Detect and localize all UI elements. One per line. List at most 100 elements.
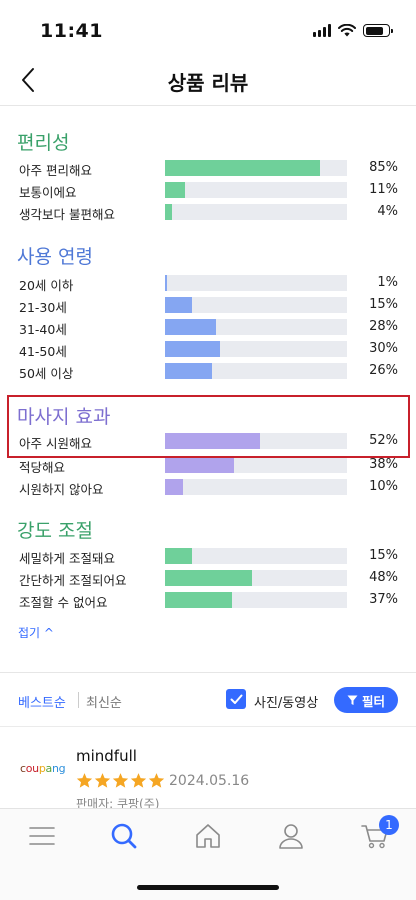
bar-track (165, 433, 347, 449)
row-label: 보통이에요 (19, 185, 77, 200)
section-title-convenience: 편리성 (17, 132, 70, 154)
section-title-intensity: 강도 조절 (17, 520, 93, 542)
check-icon (230, 694, 242, 704)
survey-row: 아주 시원해요 52% (0, 430, 416, 452)
bar-fill (165, 297, 193, 313)
bar-track (165, 160, 347, 176)
home-icon (196, 824, 220, 848)
star-icon (112, 773, 129, 788)
star-icon (148, 773, 165, 788)
photo-video-label[interactable]: 사진/동영상 (254, 696, 319, 711)
page-title: 상품 리뷰 (167, 71, 249, 95)
cart-badge: 1 (379, 815, 399, 835)
tab-cart[interactable]: 1 (357, 815, 399, 851)
row-label: 적당해요 (19, 460, 66, 475)
survey-row: 31-40세 28% (0, 316, 416, 338)
row-label: 조절할 수 없어요 (19, 595, 108, 610)
bar-fill (165, 341, 220, 357)
review-date: 2024.05.16 (169, 773, 250, 789)
survey-row: 보통이에요 11% (0, 179, 416, 201)
bar-fill (165, 433, 260, 449)
star-icon (94, 773, 111, 788)
row-percent: 37% (369, 592, 398, 607)
tab-search[interactable] (106, 821, 142, 851)
sort-best-button[interactable]: 베스트순 (18, 696, 66, 711)
status-icons (313, 24, 393, 37)
tab-home[interactable] (190, 821, 226, 851)
row-percent: 48% (369, 570, 398, 585)
battery-icon (363, 24, 393, 37)
row-label: 간단하게 조절되어요 (19, 573, 127, 588)
row-label: 시원하지 않아요 (19, 482, 104, 497)
bar-track (165, 570, 347, 586)
survey-row: 시원하지 않아요 10% (0, 476, 416, 498)
filter-button[interactable]: 필터 (334, 687, 398, 713)
bar-track (165, 204, 347, 220)
sort-separator (78, 692, 79, 708)
status-bar: 11:41 (0, 0, 416, 56)
wifi-icon (338, 24, 356, 37)
bar-fill (165, 363, 213, 379)
bar-track (165, 592, 347, 608)
bar-fill (165, 479, 184, 495)
bar-track (165, 297, 347, 313)
bar-track (165, 548, 347, 564)
reviewer-name: mindfull (76, 747, 137, 765)
row-percent: 38% (369, 457, 398, 472)
back-button[interactable] (14, 64, 42, 96)
row-percent: 15% (369, 297, 398, 312)
funnel-icon (347, 695, 358, 705)
bar-track (165, 275, 347, 291)
survey-row: 50세 이상 26% (0, 360, 416, 382)
highlight-box (7, 395, 410, 458)
nav-header: 상품 리뷰 (0, 56, 416, 106)
row-percent: 11% (369, 182, 398, 197)
row-label: 41-50세 (19, 344, 67, 359)
row-percent: 85% (369, 160, 398, 175)
search-icon (111, 823, 137, 849)
sort-recent-button[interactable]: 최신순 (86, 696, 122, 711)
row-percent: 26% (369, 363, 398, 378)
bottom-tab-bar: 1 (0, 808, 416, 900)
tab-my-page[interactable] (273, 821, 309, 851)
bar-track (165, 363, 347, 379)
row-percent: 10% (369, 479, 398, 494)
row-label: 아주 시원해요 (19, 436, 92, 451)
row-label: 20세 이하 (19, 278, 74, 293)
survey-row: 세밀하게 조절돼요 15% (0, 545, 416, 567)
fold-link[interactable]: 접기 ^ (18, 626, 54, 640)
star-icon (76, 773, 93, 788)
review-item: coupang mindfull 2024.05.16 판매자: 쿠팡(주) (0, 740, 416, 808)
coupang-logo: coupang (20, 762, 66, 775)
row-label: 아주 편리해요 (19, 163, 92, 178)
tab-menu[interactable] (24, 821, 60, 851)
bar-fill (165, 182, 186, 198)
survey-row: 아주 편리해요 85% (0, 157, 416, 179)
bar-track (165, 457, 347, 473)
bar-track (165, 479, 347, 495)
status-time: 11:41 (40, 20, 103, 42)
survey-row: 생각보다 불편해요 4% (0, 201, 416, 223)
bar-fill (165, 204, 173, 220)
photo-video-checkbox[interactable] (226, 689, 246, 709)
section-title-age: 사용 연령 (17, 246, 93, 268)
menu-icon (29, 827, 55, 845)
bar-fill (165, 319, 216, 335)
survey-row: 41-50세 30% (0, 338, 416, 360)
row-percent: 15% (369, 548, 398, 563)
bar-fill (165, 592, 233, 608)
row-percent: 4% (377, 204, 398, 219)
bar-fill (165, 275, 167, 291)
section-title-massage: 마사지 효과 (17, 406, 111, 428)
bar-track (165, 319, 347, 335)
divider (0, 672, 416, 673)
divider (0, 726, 416, 727)
survey-row: 적당해요 38% (0, 454, 416, 476)
bar-fill (165, 457, 235, 473)
row-percent: 28% (369, 319, 398, 334)
star-rating (76, 772, 165, 789)
filter-label: 필터 (361, 693, 385, 709)
row-label: 21-30세 (19, 300, 67, 315)
bar-fill (165, 160, 320, 176)
row-label: 31-40세 (19, 322, 67, 337)
